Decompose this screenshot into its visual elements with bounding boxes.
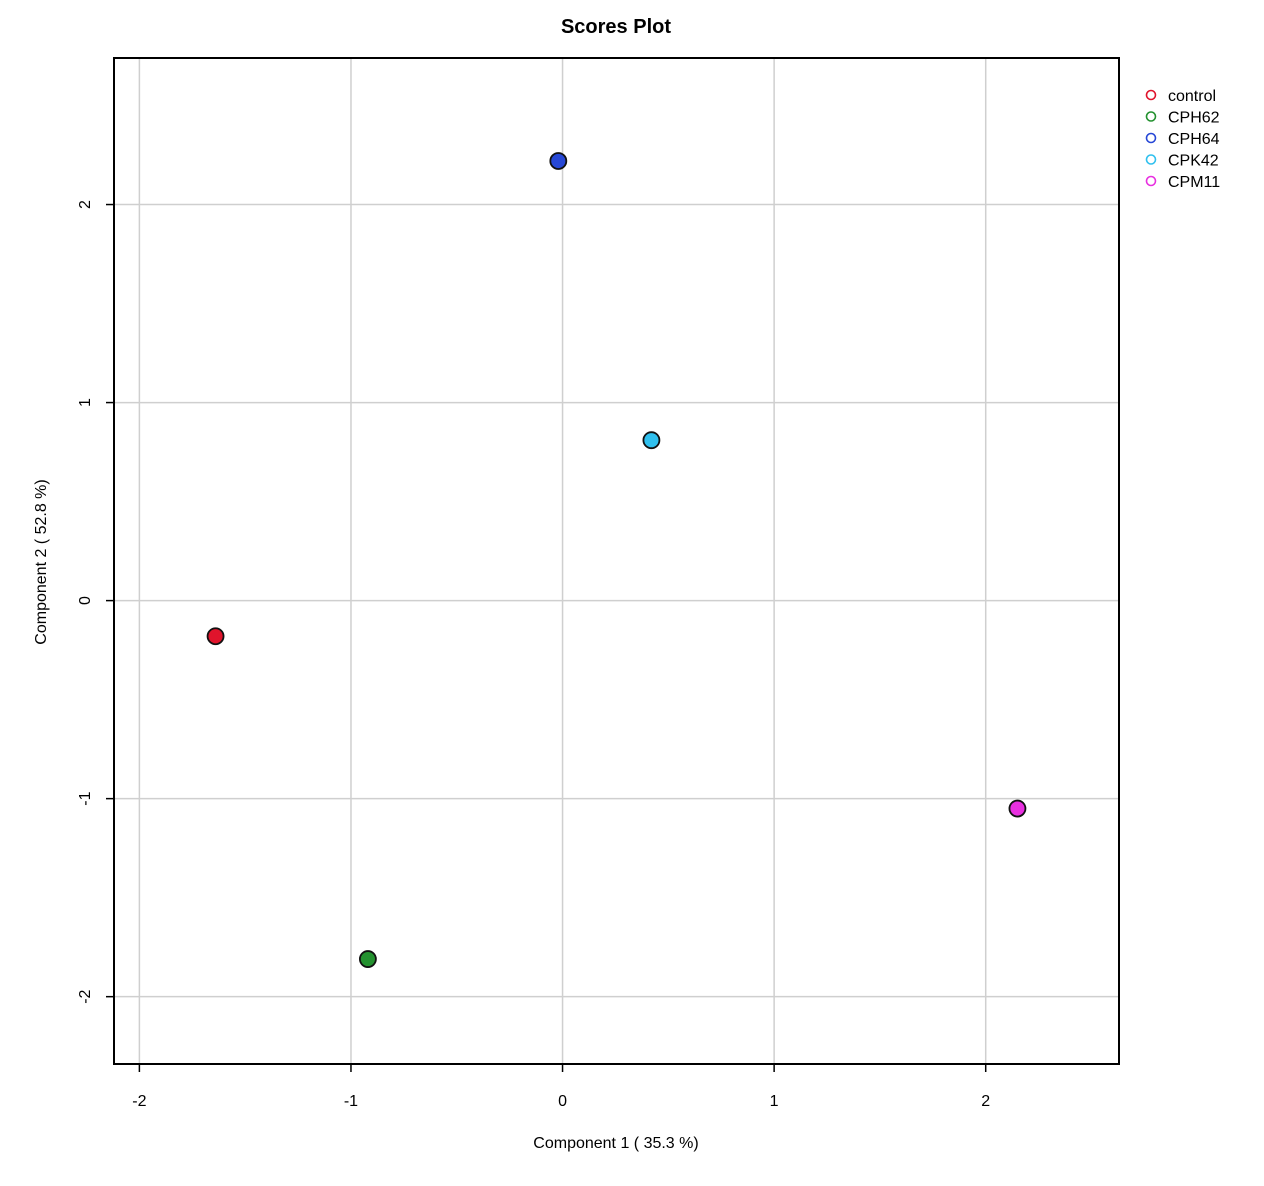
y-tick-label: -1 xyxy=(77,791,94,805)
y-axis-label: Component 2 ( 52.8 %) xyxy=(33,479,50,644)
x-tick-label: 0 xyxy=(558,1093,567,1110)
x-axis: -2 -1 0 1 2 xyxy=(132,1064,990,1110)
data-points xyxy=(206,152,1027,968)
legend-marker xyxy=(1145,89,1157,101)
x-tick-label: -1 xyxy=(344,1093,358,1110)
data-point-cpk42 xyxy=(642,431,661,450)
x-tick-label: 2 xyxy=(981,1093,990,1110)
legend-marker xyxy=(1145,175,1157,187)
y-tick-label: -2 xyxy=(77,989,94,1003)
data-point-cph64 xyxy=(549,152,568,170)
legend-label: CPH64 xyxy=(1168,131,1220,148)
x-axis-label: Component 1 ( 35.3 %) xyxy=(533,1135,698,1152)
legend-label: control xyxy=(1168,88,1216,105)
legend-marker xyxy=(1145,154,1157,165)
grid-lines xyxy=(114,58,1119,1064)
y-tick-label: 1 xyxy=(77,398,94,407)
y-tick-label: 2 xyxy=(77,200,94,209)
data-point-control xyxy=(206,627,225,646)
x-tick-label: -2 xyxy=(132,1093,146,1110)
chart-title: Scores Plot xyxy=(561,16,671,38)
legend-marker xyxy=(1145,111,1157,122)
y-axis: -2 -1 0 1 2 xyxy=(77,200,114,1004)
data-point-cph62 xyxy=(358,950,377,968)
data-point-cpm11 xyxy=(1008,799,1027,818)
legend: control CPH62 CPH64 CPK42 CPM11 xyxy=(1145,88,1220,191)
legend-marker xyxy=(1145,132,1157,144)
y-tick-label: 0 xyxy=(77,596,94,605)
legend-label: CPH62 xyxy=(1168,110,1220,127)
x-tick-label: 1 xyxy=(770,1093,779,1110)
legend-label: CPM11 xyxy=(1168,174,1220,191)
plot-frame xyxy=(113,57,1120,1065)
legend-label: CPK42 xyxy=(1168,153,1219,170)
